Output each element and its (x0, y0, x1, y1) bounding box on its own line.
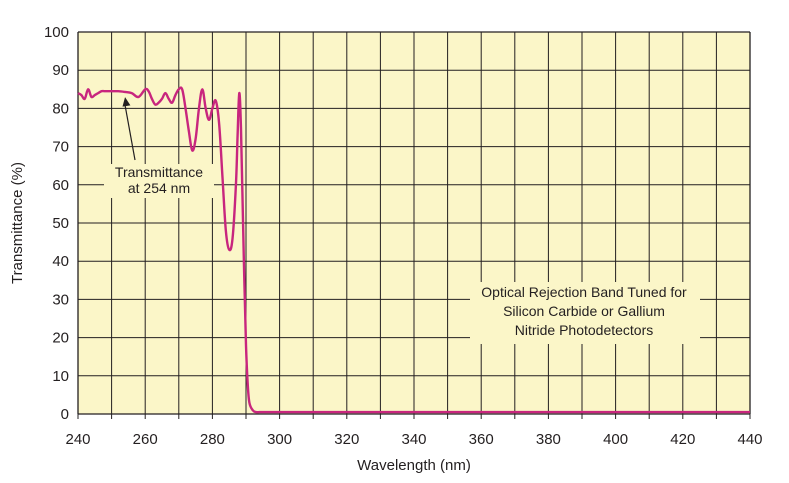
x-axis-title: Wavelength (nm) (357, 457, 471, 474)
y-tick-label: 80 (52, 100, 69, 117)
y-tick-label: 70 (52, 139, 69, 156)
y-tick-label: 50 (52, 215, 69, 232)
annotation-label-line: Transmittance (115, 164, 203, 180)
annotation-rejection-line: Nitride Photodetectors (515, 322, 654, 338)
x-tick-labels: 240 260 280 300 320 340 360 380 400 420 440 (65, 431, 762, 448)
y-tick-label: 10 (52, 368, 69, 385)
y-axis-title: Transmittance (%) (9, 162, 26, 284)
annotation-label-line: at 254 nm (128, 180, 190, 196)
annotation-arrow-head (122, 97, 131, 107)
x-tick-label: 240 (65, 431, 90, 448)
x-tick-label: 280 (200, 431, 225, 448)
y-tick-label: 30 (52, 291, 69, 308)
grid (77, 31, 751, 419)
transmittance-curve (77, 86, 750, 414)
x-tick-label: 360 (469, 431, 494, 448)
y-tick-label: 20 (52, 330, 69, 347)
x-tick-label: 260 (133, 431, 158, 448)
y-tick-label: 90 (52, 62, 69, 79)
annotation-label-bg (104, 164, 214, 198)
y-tick-label: 100 (44, 24, 69, 41)
x-tick-label: 380 (536, 431, 561, 448)
x-tick-label: 420 (670, 431, 695, 448)
x-tick-label: 400 (603, 431, 628, 448)
annotation-rejection-line: Optical Rejection Band Tuned for (481, 284, 687, 300)
x-tick-label: 440 (737, 431, 762, 448)
x-tick-label: 320 (334, 431, 359, 448)
x-tick-label: 300 (267, 431, 292, 448)
annotation-arrow-line (124, 105, 136, 161)
y-tick-label: 60 (52, 177, 69, 194)
y-tick-label: 0 (61, 406, 69, 423)
y-tick-labels: 0 10 20 30 40 50 60 70 80 90 100 (44, 24, 69, 423)
y-tick-label: 40 (52, 253, 69, 270)
annotation-rejection-line: Silicon Carbide or Gallium (503, 303, 665, 319)
annotation-rejection-bg (470, 282, 700, 344)
x-tick-label: 340 (401, 431, 426, 448)
